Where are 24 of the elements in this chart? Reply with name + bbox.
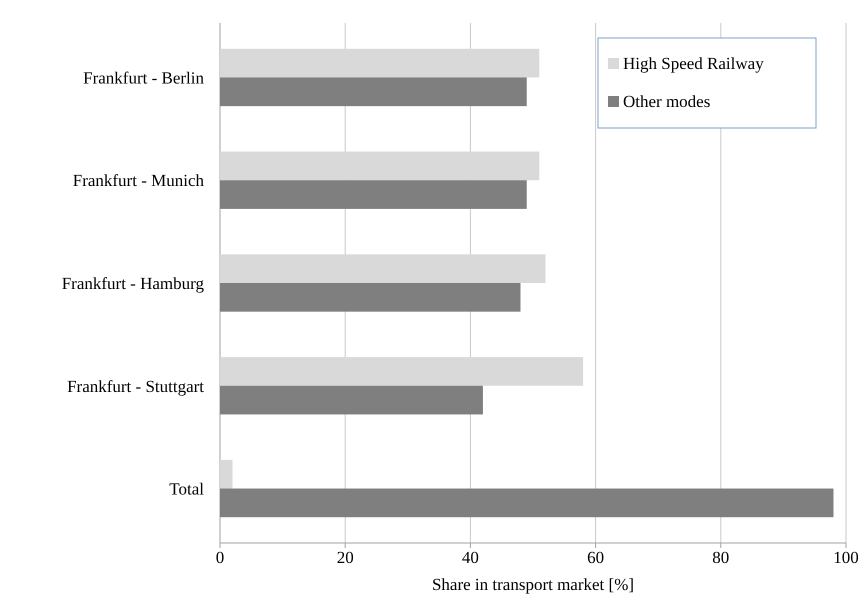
x-axis-title: Share in transport market [%] xyxy=(432,575,634,594)
bar xyxy=(220,283,520,312)
x-tick-label: 0 xyxy=(216,548,224,567)
y-tick-label: Frankfurt - Munich xyxy=(72,171,204,190)
x-tick-label: 80 xyxy=(712,548,730,567)
bar xyxy=(220,357,584,386)
bar xyxy=(220,460,233,489)
bar xyxy=(220,488,834,518)
bar xyxy=(220,254,546,283)
bar xyxy=(220,77,527,106)
legend-label: Other modes xyxy=(623,92,710,111)
y-tick-label: Frankfurt - Stuttgart xyxy=(67,376,204,396)
legend-label: High Speed Railway xyxy=(623,54,764,73)
bar xyxy=(220,152,540,180)
bar xyxy=(220,180,527,209)
y-tick-label: Total xyxy=(169,480,204,499)
y-tick-label: Frankfurt - Hamburg xyxy=(62,274,204,293)
bar xyxy=(220,48,540,78)
x-tick-label: 60 xyxy=(587,548,604,567)
x-tick-label: 40 xyxy=(462,548,479,567)
x-tick-label: 100 xyxy=(833,548,859,567)
y-tick-label: Frankfurt - Berlin xyxy=(83,68,204,88)
x-tick-label: 20 xyxy=(336,548,354,567)
bar xyxy=(220,386,483,414)
